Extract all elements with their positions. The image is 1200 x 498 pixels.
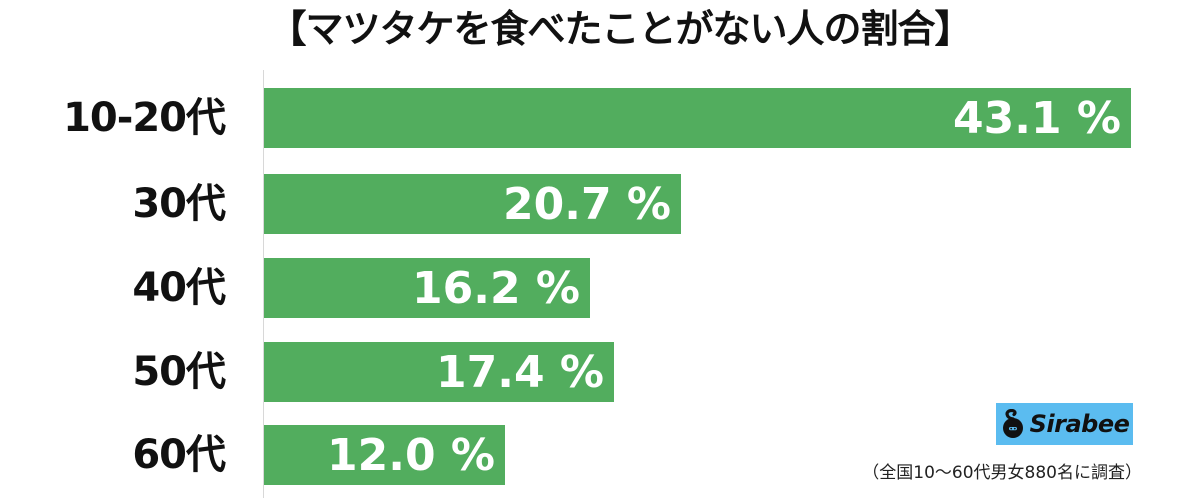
bar: 20.7 % (264, 174, 681, 234)
bar-row: 40代 16.2 % (0, 258, 1200, 318)
bar-row: 60代 12.0 % (0, 425, 1200, 485)
chart-title: 【マツタケを食べたことがない人の割合】 (268, 7, 972, 51)
bar-value-label: 43.1 % (953, 93, 1121, 144)
logo-text: Sirabee (1029, 410, 1130, 438)
bar-value-label: 12.0 % (327, 430, 495, 481)
bar-value-label: 16.2 % (412, 263, 580, 314)
category-label: 30代 (132, 181, 226, 227)
bar-value-label: 17.4 % (436, 347, 604, 398)
y-axis-line (263, 70, 264, 498)
category-label: 40代 (132, 265, 226, 311)
bar: 16.2 % (264, 258, 590, 318)
survey-footnote: （全国10～60代男女880名に調査） (862, 463, 1142, 483)
category-label: 60代 (132, 432, 226, 478)
bar-row: 50代 17.4 % (0, 342, 1200, 402)
bar-row: 30代 20.7 % (0, 174, 1200, 234)
sirabee-logo-icon (1002, 409, 1023, 438)
bar-row: 10-20代 43.1 % (0, 88, 1200, 148)
bar-value-label: 20.7 % (503, 179, 671, 230)
category-label: 10-20代 (63, 95, 226, 141)
category-label: 50代 (132, 349, 226, 395)
bar: 17.4 % (264, 342, 614, 402)
bar: 43.1 % (264, 88, 1131, 148)
bar: 12.0 % (264, 425, 505, 485)
sirabee-logo: Sirabee (996, 403, 1133, 445)
